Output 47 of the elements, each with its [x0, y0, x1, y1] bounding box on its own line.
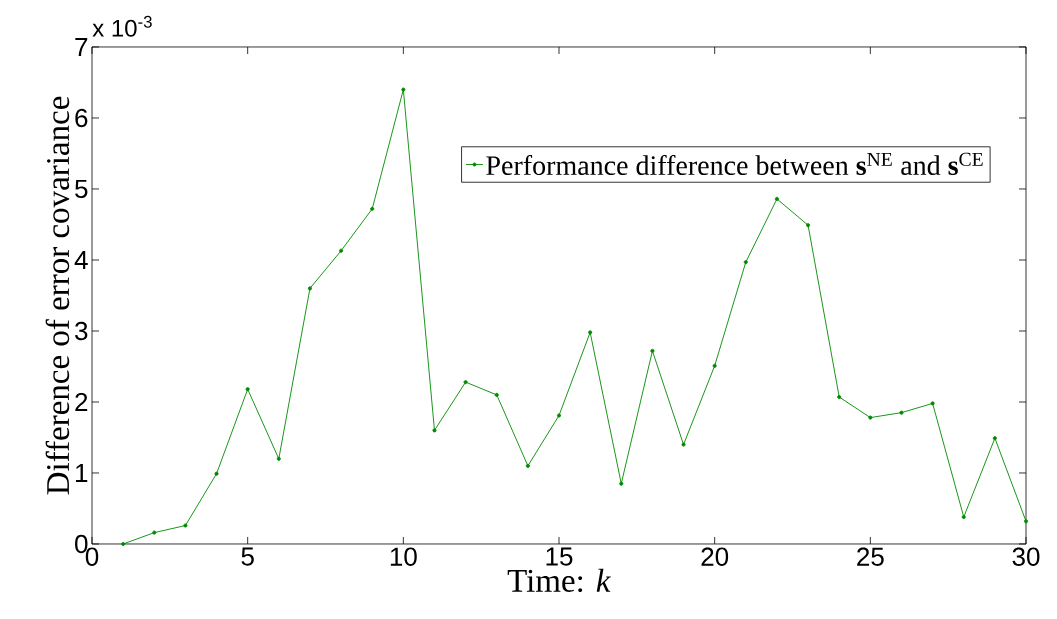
y-tick-label: 7 — [75, 38, 88, 56]
point — [556, 413, 562, 418]
point — [681, 442, 686, 447]
x-tick-label: 20 — [701, 547, 729, 566]
text: x 10$^{-3}$ — [92, 15, 152, 37]
x-tick-label: 5 — [241, 547, 254, 566]
point — [806, 223, 811, 228]
point — [183, 523, 188, 528]
point — [307, 286, 312, 291]
legend-label: Performance difference between s$^{NE}$ and s$^{CE}$ — [486, 152, 983, 176]
point — [121, 541, 126, 547]
point — [868, 415, 873, 420]
point — [525, 463, 530, 468]
point — [463, 380, 468, 385]
point — [650, 348, 655, 353]
point — [899, 410, 904, 415]
point — [339, 248, 344, 253]
point — [401, 87, 406, 92]
point — [245, 387, 250, 392]
point — [930, 401, 935, 406]
y-tick-label: 1 — [76, 464, 88, 482]
x-tick-label: 15 — [546, 547, 573, 566]
point — [619, 481, 624, 486]
point — [276, 456, 281, 461]
point — [494, 392, 499, 397]
point — [743, 260, 748, 265]
point — [214, 471, 219, 476]
y-axis-title: Difference of error covariance — [45, 96, 70, 495]
y-tick-label: 3 — [75, 321, 88, 341]
x-tick-label: 25 — [857, 547, 884, 566]
x-axis-title: Time: k — [507, 568, 611, 593]
point — [712, 363, 717, 368]
point — [370, 206, 375, 211]
point — [961, 514, 966, 520]
point — [152, 530, 157, 535]
y-tick-label: 5 — [75, 179, 88, 199]
y-tick-label: 4 — [74, 251, 88, 269]
y-tick-label: 2 — [75, 392, 88, 412]
point — [774, 196, 779, 201]
y-tick-label: 6 — [75, 108, 88, 128]
point — [837, 394, 842, 400]
point — [1023, 519, 1029, 524]
point — [992, 436, 997, 441]
point — [432, 428, 437, 433]
point — [588, 330, 593, 335]
x-tick-label: 30 — [1012, 547, 1040, 566]
x-tick-label: 10 — [390, 547, 417, 566]
